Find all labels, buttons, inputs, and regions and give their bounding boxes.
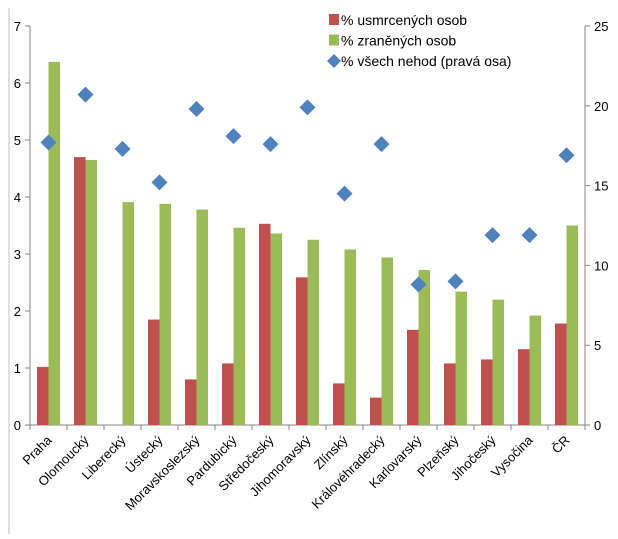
legend-swatch [329,34,339,46]
bar-usmrceni [222,363,234,425]
point-nehody [188,100,205,117]
y-right-tick-label: 15 [594,179,608,194]
point-nehody [77,86,94,103]
bar-zraneni [344,249,356,425]
legend-swatch [329,14,339,25]
point-nehody [373,136,390,153]
legend-swatch [327,54,341,68]
legend-label: % všech nehod (pravá osa) [341,53,511,69]
bar-zraneni [270,233,282,425]
legend-label: % zraněných osob [341,33,456,49]
bar-zraneni [159,203,171,425]
bar-zraneni [492,299,504,425]
bars-layer [37,61,578,425]
y-right-tick-label: 25 [594,19,608,34]
bar-usmrceni [185,379,197,425]
points-layer [40,86,575,293]
y-right-tick-label: 5 [594,338,601,353]
x-category-label: Praha [19,432,55,468]
bar-zraneni [196,209,208,425]
bar-usmrceni [333,383,345,425]
bar-zraneni [529,315,541,425]
x-category-label: ČR [549,433,573,457]
bar-usmrceni [555,323,567,425]
y-left-tick-label: 0 [14,418,21,433]
bar-zraneni [381,257,393,425]
y-left-tick-label: 6 [14,76,21,91]
point-nehody [114,140,131,157]
bar-usmrceni [407,329,419,425]
bar-usmrceni [518,349,530,425]
legend-label: % usmrcených osob [341,12,467,28]
bar-zraneni [48,61,60,425]
bar-usmrceni [444,363,456,425]
bar-usmrceni [370,397,382,425]
bar-usmrceni [148,319,160,425]
bar-usmrceni [259,223,271,425]
bar-zraneni [85,159,97,425]
point-nehody [40,134,57,151]
point-nehody [558,147,575,164]
y-left-tick-label: 3 [14,247,21,262]
y-left-tick-label: 1 [14,361,21,376]
point-nehody [299,99,316,116]
y-left-tick-label: 2 [14,304,21,319]
point-nehody [521,227,538,244]
point-nehody [410,276,427,293]
y-left-tick-label: 4 [14,190,21,205]
y-left-tick-label: 5 [14,133,21,148]
bar-usmrceni [481,359,493,425]
point-nehody [262,136,279,153]
bar-zraneni [307,239,319,425]
bar-zraneni [233,227,245,425]
y-right-tick-label: 10 [594,258,608,273]
point-nehody [336,185,353,202]
y-left-tick-label: 7 [14,19,21,34]
bar-zraneni [122,202,134,425]
bar-usmrceni [37,366,49,425]
bar-usmrceni [296,277,308,425]
bar-usmrceni [74,157,86,425]
point-nehody [151,174,168,191]
point-nehody [447,273,464,290]
bar-zraneni [566,225,578,425]
x-category-label: Vysočina [488,432,536,480]
point-nehody [225,128,242,145]
y-right-tick-label: 0 [594,418,601,433]
legend: % usmrcených osob % zraněných osob % všech… [327,12,511,69]
point-nehody [484,227,501,244]
bar-zraneni [455,291,467,425]
bar-zraneni [418,269,430,425]
y-right-tick-label: 20 [594,99,608,114]
